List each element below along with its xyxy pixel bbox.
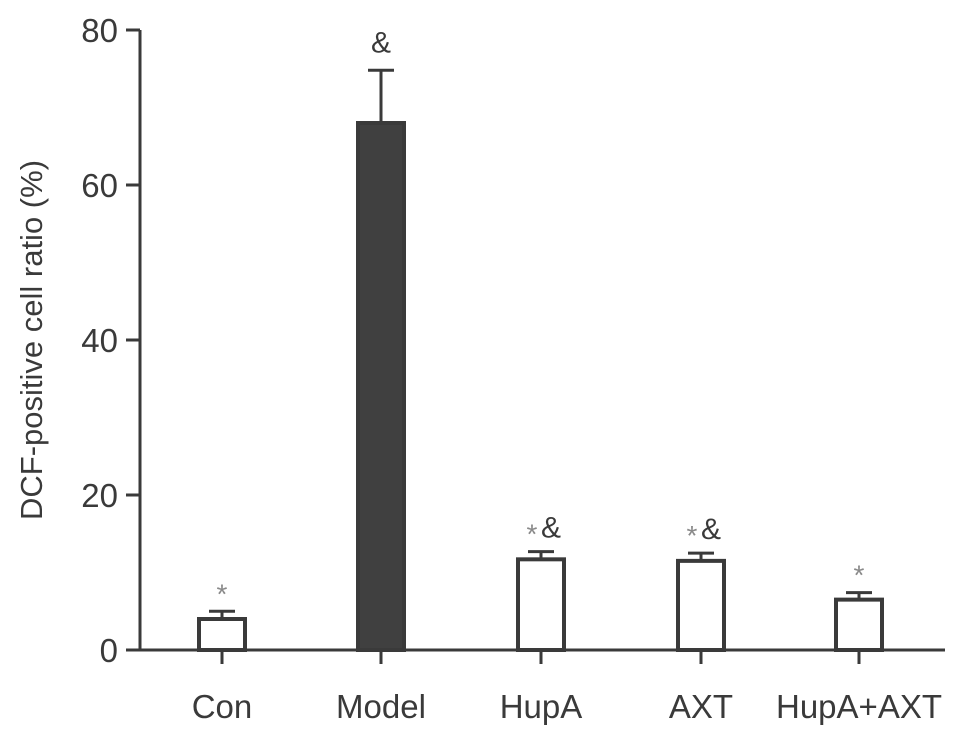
significance-amp: &: [701, 513, 721, 546]
x-tick-label: Model: [336, 688, 426, 725]
x-tick-label: HupA: [500, 688, 583, 725]
bar-hupa-axt: [834, 597, 884, 652]
bar-con: [197, 617, 247, 652]
bar-hupa: [516, 557, 566, 653]
significance-star: *: [687, 520, 698, 551]
significance-star: *: [854, 560, 865, 591]
x-tick-label: Con: [192, 688, 253, 725]
y-axis-title: DCF-positive cell ratio (%): [14, 160, 49, 520]
bar-axt: [676, 558, 726, 652]
significance-amp: &: [371, 26, 391, 59]
labels: Con*Model&HupA* &AXT* &HupA+AXT*: [192, 26, 942, 725]
x-tick-label: AXT: [669, 688, 733, 725]
bars: [197, 68, 884, 653]
y-tick-label: 20: [81, 477, 118, 514]
y-tick-label: 40: [81, 322, 118, 359]
significance-star: *: [527, 519, 538, 550]
significance-amp: &: [541, 512, 561, 545]
bar-model: [356, 121, 406, 652]
significance-star: *: [217, 578, 228, 609]
y-tick-label: 80: [81, 12, 118, 49]
axes: 0 20 40 60 80: [81, 12, 945, 669]
x-tick-label: HupA+AXT: [776, 688, 942, 725]
y-tick-label: 60: [81, 167, 118, 204]
y-tick-label: 0: [100, 632, 118, 669]
